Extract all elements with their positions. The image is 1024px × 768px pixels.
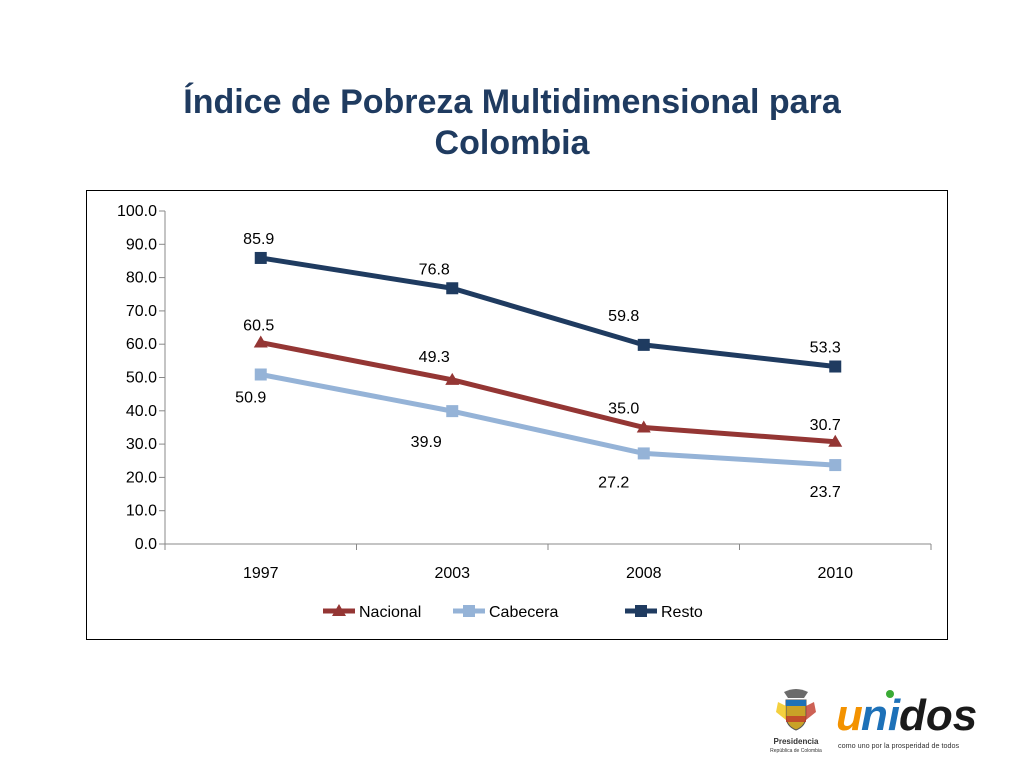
legend-label-nacional: Nacional — [359, 604, 421, 621]
data-label-resto: 59.8 — [608, 308, 639, 325]
coat-of-arms-icon — [776, 689, 816, 731]
x-tick-label: 2003 — [434, 565, 470, 582]
slide-title-line-1: Índice de Pobreza Multidimensional para — [183, 83, 841, 121]
series-line-nacional — [260, 340, 836, 445]
data-point-resto — [829, 360, 842, 373]
y-tick-label: 10.0 — [126, 503, 157, 520]
y-tick-label: 50.0 — [126, 370, 157, 387]
data-label-cabecera: 27.2 — [598, 474, 629, 491]
x-tick-label: 2010 — [817, 565, 853, 582]
y-tick-label: 30.0 — [126, 436, 157, 453]
y-tick-label: 40.0 — [126, 403, 157, 420]
data-label-resto: 53.3 — [810, 340, 841, 357]
data-point-nacional — [253, 335, 268, 348]
slide-title: Índice de Pobreza Multidimensional para … — [60, 82, 964, 164]
unidos-wordmark: u ni dos — [836, 690, 977, 740]
legend-marker-resto — [635, 605, 647, 617]
data-label-resto: 85.9 — [243, 231, 274, 248]
y-tick-label: 80.0 — [126, 270, 157, 287]
logo-area: Presidencia República de Colombia u ni d… — [750, 680, 990, 760]
x-tick-label: 2008 — [626, 565, 662, 582]
data-label-nacional: 35.0 — [608, 400, 639, 417]
chart-frame: 0.0 10.0 20.0 30.0 40.0 50.0 60.0 70.0 80.0 90.0 1… — [86, 190, 948, 640]
data-point-cabecera — [829, 459, 842, 472]
data-label-nacional: 49.3 — [419, 349, 450, 366]
data-point-cabecera — [446, 405, 459, 418]
data-point-nacional — [445, 372, 460, 385]
data-label-nacional: 30.7 — [810, 417, 841, 434]
legend-marker-nacional — [332, 604, 346, 616]
presidencia-seal-logo: Presidencia República de Colombia — [770, 689, 822, 754]
data-point-cabecera — [254, 368, 267, 381]
data-point-nacional — [828, 434, 843, 447]
data-label-cabecera: 50.9 — [235, 390, 266, 407]
data-label-cabecera: 23.7 — [810, 484, 841, 501]
data-point-cabecera — [637, 447, 650, 460]
legend-label-cabecera: Cabecera — [489, 604, 558, 621]
svg-text:u: u — [836, 691, 863, 740]
unidos-tagline: como uno por la prosperidad de todos — [838, 741, 959, 750]
svg-text:ni: ni — [861, 691, 901, 740]
data-label-nacional: 60.5 — [243, 318, 274, 335]
line-chart: 0.0 10.0 20.0 30.0 40.0 50.0 60.0 70.0 80.0 90.0 1… — [117, 203, 932, 621]
x-tick-label: 1997 — [243, 565, 279, 582]
y-tick-label: 0.0 — [135, 536, 157, 553]
data-point-resto — [446, 282, 459, 295]
svg-text:dos: dos — [899, 691, 977, 740]
y-tick-label: 20.0 — [126, 469, 157, 486]
data-label-resto: 76.8 — [419, 261, 450, 278]
presidencia-label: Presidencia — [774, 737, 819, 746]
y-tick-label: 100.0 — [117, 203, 157, 220]
series-line-cabecera — [260, 372, 836, 468]
legend-label-resto: Resto — [661, 604, 703, 621]
y-tick-label: 60.0 — [126, 336, 157, 353]
y-tick-label: 90.0 — [126, 236, 157, 253]
data-point-nacional — [636, 420, 651, 433]
data-point-resto — [637, 338, 650, 351]
data-label-cabecera: 39.9 — [411, 434, 442, 451]
slide-title-line-2: Colombia — [434, 124, 590, 162]
legend-marker-cabecera — [463, 605, 475, 617]
data-point-resto — [254, 251, 267, 264]
y-tick-label: 70.0 — [126, 303, 157, 320]
series-line-resto — [260, 255, 836, 369]
republica-label: República de Colombia — [770, 748, 822, 754]
unidos-logo: u ni dos como uno por la prosperidad de … — [836, 690, 977, 750]
